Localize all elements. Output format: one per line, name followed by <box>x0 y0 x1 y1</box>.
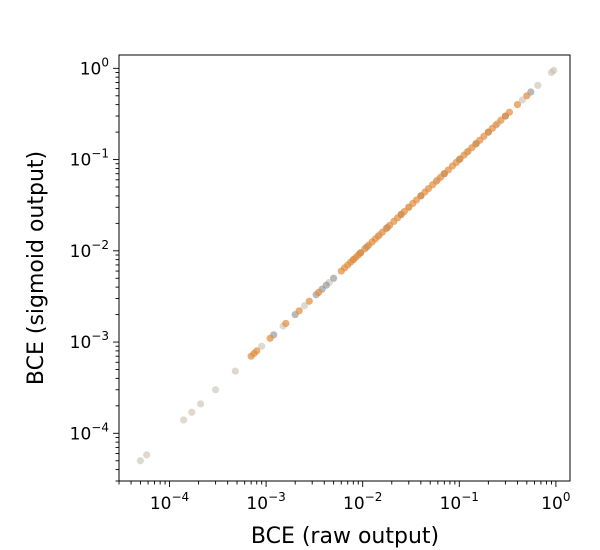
data-point <box>231 367 239 375</box>
x-tick-label: 10−3 <box>246 490 285 514</box>
data-point <box>534 81 542 89</box>
data-point <box>282 319 290 328</box>
data-point <box>305 297 313 305</box>
y-tick-label: 100 <box>80 55 109 79</box>
y-axis-label: BCE (sigmoid output) <box>24 151 49 385</box>
data-point <box>505 108 513 116</box>
y-tick-label: 10−2 <box>70 238 109 262</box>
data-point <box>523 92 531 100</box>
x-axis-label: BCE (raw output) <box>251 524 439 549</box>
x-tick-label: 10−2 <box>343 490 382 514</box>
data-point <box>197 400 205 408</box>
y-tick-label: 10−4 <box>70 420 109 444</box>
data-point <box>492 121 500 129</box>
data-points <box>136 66 558 465</box>
data-point <box>322 281 330 289</box>
x-tick-label: 100 <box>541 490 570 514</box>
y-tick-label: 10−1 <box>70 147 109 171</box>
data-point <box>330 274 338 282</box>
data-point <box>258 342 266 350</box>
x-tick-label: 10−1 <box>440 490 479 514</box>
data-point <box>295 307 303 315</box>
data-point <box>136 457 145 465</box>
data-point <box>188 408 196 416</box>
data-point <box>550 66 558 74</box>
y-axis-ticks: 10−4 10−3 10−2 10−1 100 <box>70 55 119 482</box>
data-point <box>315 288 323 297</box>
data-point <box>300 302 309 310</box>
data-point <box>143 451 151 459</box>
x-tick-label: 10−4 <box>150 490 189 514</box>
data-point <box>180 416 188 424</box>
data-point <box>513 101 522 109</box>
data-point <box>253 347 261 355</box>
y-tick-label: 10−3 <box>70 329 109 353</box>
data-point <box>266 334 274 342</box>
data-point <box>211 386 220 394</box>
x-axis-ticks: 10−4 10−3 10−2 10−1 100 <box>118 481 571 514</box>
